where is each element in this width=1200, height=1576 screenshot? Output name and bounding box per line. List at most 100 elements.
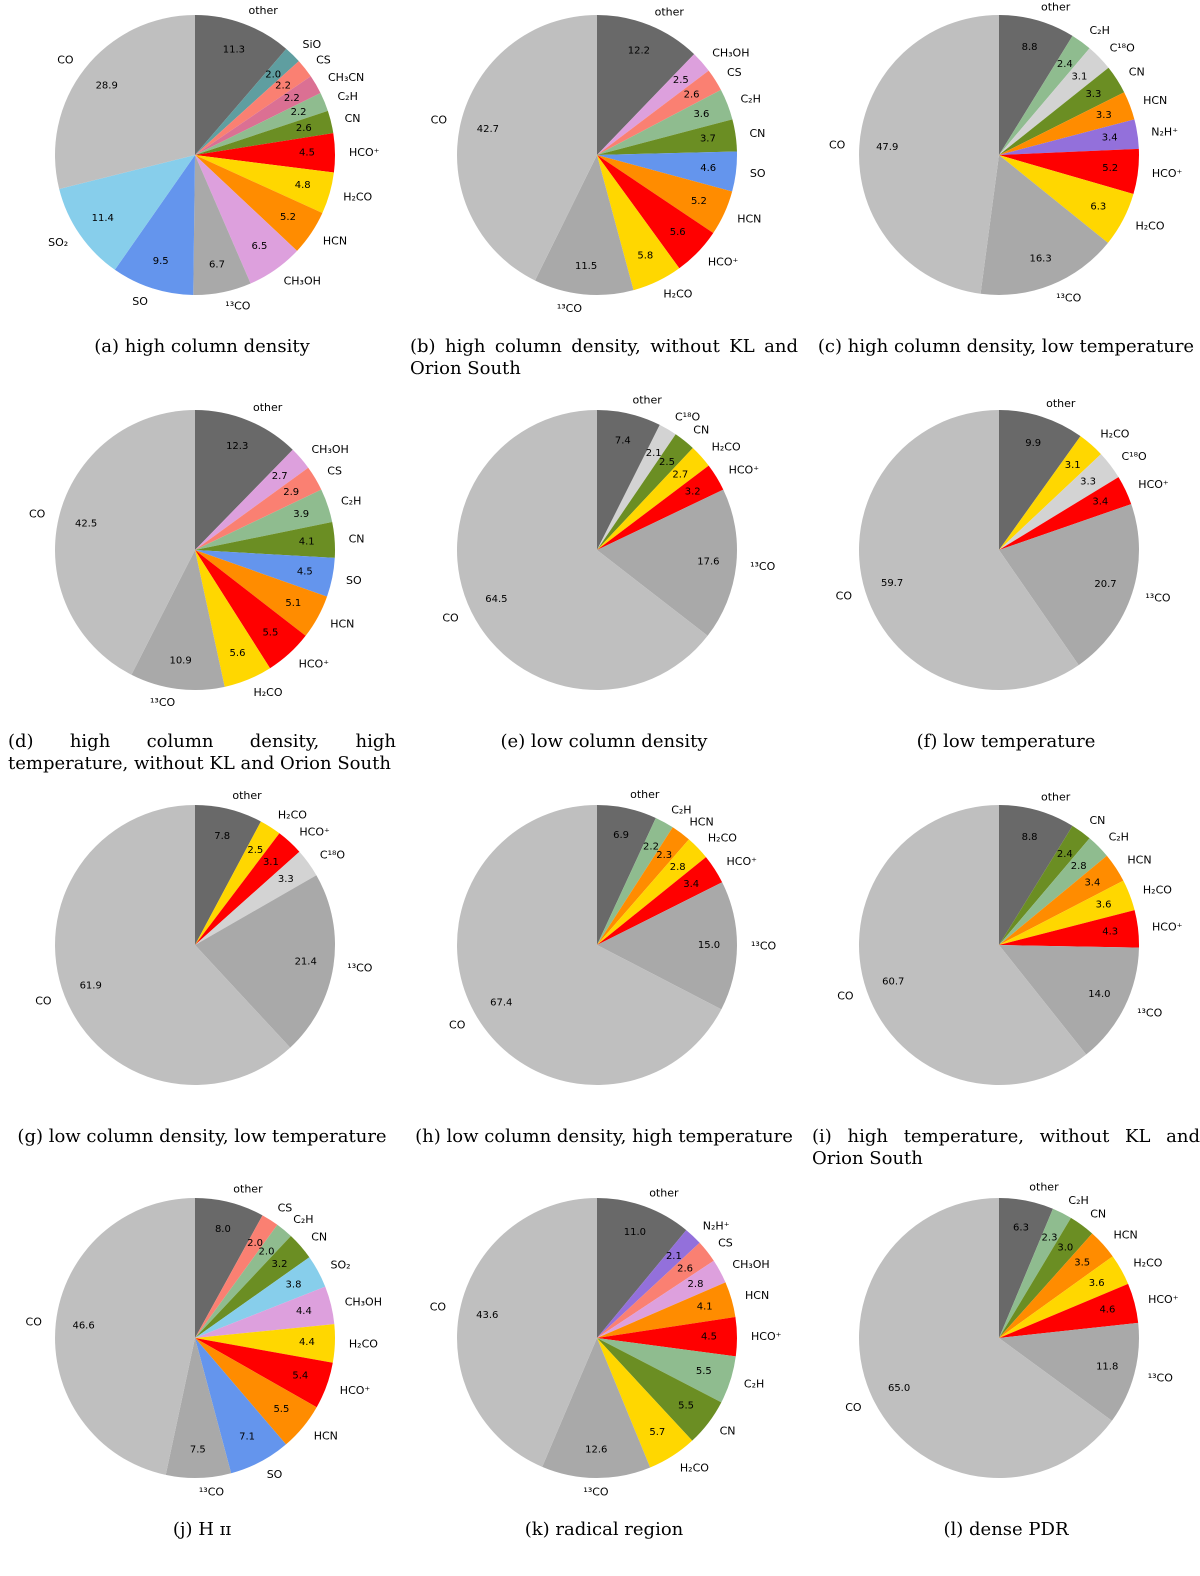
pie-panel-g: 7.8 other 2.5 H₂CO 3.1 HCO⁺ 3.3 C¹⁸O 21.4 ¹³CO 61.… — [0, 789, 400, 1183]
pie-slice-cs — [195, 61, 311, 155]
slice-name-label: CN — [720, 1425, 736, 1438]
slice-name-label: HCO⁺ — [727, 855, 758, 868]
slice-value-label: 4.5 — [299, 148, 315, 159]
slice-name-label: C¹⁸O — [320, 848, 346, 861]
pie-chart-e: 7.4 other 2.1 C¹⁸O 2.5 CN 2.7 H₂CO 3.2 HCO⁺ 17.6 ¹³… — [442, 394, 776, 690]
panel-caption: (c) high column density, low temperature — [817, 336, 1195, 357]
pie-slice-c2h — [195, 1224, 291, 1338]
pie-slice-h2co — [597, 155, 680, 291]
pie-panel-a: 11.3 other 2.0 SiO 2.2 CS 2.2 CH₃CN 2.2 C₂H 2.6 CN 4… — [0, 0, 400, 393]
slice-value-label: 2.9 — [283, 487, 299, 498]
slice-value-label: 4.1 — [697, 1302, 713, 1313]
slice-name-label: CH₃OH — [712, 46, 749, 59]
pie-slice-other — [597, 1198, 687, 1338]
slice-name-label: HCN — [330, 617, 354, 630]
slice-value-label: 3.5 — [1074, 1258, 1090, 1269]
slice-name-label: H₂CO — [1100, 428, 1129, 441]
slice-value-label: 2.7 — [672, 470, 688, 481]
pie-slice-cn — [597, 119, 737, 155]
slice-value-label: 11.3 — [223, 45, 245, 56]
pie-slice-cn — [999, 67, 1125, 155]
slice-name-label: N₂H⁺ — [703, 1220, 730, 1233]
slice-value-label: 4.6 — [700, 163, 716, 174]
pie-slice-13co — [597, 489, 737, 636]
slice-value-label: 8.8 — [1022, 832, 1038, 843]
slice-value-label: 2.6 — [296, 123, 312, 134]
slice-value-label: 5.1 — [285, 598, 301, 609]
slice-value-label: 3.1 — [263, 857, 279, 868]
pie-panel-f: 9.9 other 3.1 H₂CO 3.3 C¹⁸O 3.4 HCO⁺ 20.7 ¹³CO 59.… — [804, 395, 1200, 788]
slice-value-label: 2.6 — [677, 1263, 693, 1274]
slice-name-label: ¹³CO — [583, 1486, 609, 1499]
slice-name-label: CO — [837, 989, 854, 1002]
slice-name-label: H₂CO — [349, 1338, 378, 1351]
slice-name-label: CH₃OH — [312, 443, 349, 456]
slice-name-label: ¹³CO — [1137, 1007, 1163, 1020]
slice-name-label: other — [1046, 397, 1076, 410]
slice-value-label: 2.8 — [1071, 861, 1087, 872]
pie-slice-hco- — [999, 910, 1140, 948]
slice-value-label: 3.9 — [293, 509, 309, 520]
pie-chart-i: 8.8 other 2.4 CN 2.8 C₂H 3.4 HCN 3.6 H₂CO 4.3 HCO⁺ 1… — [837, 790, 1183, 1085]
pie-slice-co — [858, 410, 1079, 690]
slice-name-label: HCO⁺ — [299, 657, 330, 670]
slice-name-label: other — [649, 1187, 679, 1200]
pie-slice-h2co — [195, 550, 271, 687]
slice-name-label: C₂H — [741, 93, 761, 106]
slice-value-label: 43.6 — [476, 1310, 498, 1321]
slice-value-label: 7.5 — [190, 1445, 206, 1456]
pie-slice-cn — [597, 1338, 722, 1441]
slice-value-label: 47.9 — [876, 142, 898, 153]
slice-name-label: HCO⁺ — [299, 825, 330, 838]
slice-value-label: 7.1 — [239, 1432, 255, 1443]
pie-chart-k: 11.0 other 2.1 N₂H⁺ 2.6 CS 2.8 CH₃OH 4.1 HCN 4.5 HC… — [430, 1187, 782, 1499]
slice-name-label: CO — [449, 1019, 466, 1032]
pie-slice-other — [195, 15, 287, 155]
slice-name-label: C₂H — [1109, 830, 1129, 843]
slice-name-label: H₂CO — [712, 441, 741, 454]
panel-caption: (h) low column density, high temperature — [415, 1126, 793, 1147]
pie-slice-cn — [999, 825, 1090, 945]
slice-value-label: 3.6 — [693, 109, 709, 120]
pie-slice-ch3oh — [195, 1286, 335, 1338]
slice-name-label: other — [633, 394, 663, 407]
slice-name-label: C¹⁸O — [675, 411, 701, 424]
pie-slice-hco- — [195, 833, 300, 945]
slice-name-label: HCN — [737, 212, 761, 225]
pie-slice-13co — [999, 504, 1139, 666]
pie-slice-cn — [195, 1236, 310, 1338]
slice-name-label: C₂H — [744, 1378, 764, 1391]
slice-name-label: H₂CO — [343, 191, 372, 204]
slice-value-label: 5.5 — [696, 1366, 712, 1377]
pie-chart-j: 8.0 other 2.0 CS 2.0 C₂H 3.2 CN 3.8 SO₂ 4.4 CH₃OH 4.… — [26, 1182, 382, 1498]
slice-name-label: CS — [718, 1236, 733, 1249]
slice-value-label: 3.6 — [1089, 1278, 1105, 1289]
slice-value-label: 2.2 — [284, 93, 300, 104]
pie-slice-13co — [195, 875, 336, 1048]
slice-value-label: 5.6 — [670, 227, 686, 238]
slice-name-label: other — [655, 6, 685, 19]
slice-name-label: CN — [750, 127, 766, 140]
pie-slice-co — [457, 805, 722, 1085]
pie-slice-other — [999, 410, 1081, 550]
pie-slice-13co — [535, 155, 634, 295]
pie-chart-d: 12.3 other 2.7 CH₃OH 2.9 CS 3.9 C₂H 4.1 CN 4.5 SO 5.… — [29, 401, 365, 709]
slice-name-label: HCN — [1114, 1229, 1138, 1242]
slice-value-label: 14.0 — [1088, 989, 1110, 1000]
slice-value-label: 5.5 — [273, 1404, 289, 1415]
pie-panel-e: 7.4 other 2.1 C¹⁸O 2.5 CN 2.7 H₂CO 3.2 HCO⁺ 17.6 ¹³… — [402, 394, 802, 788]
pie-slice-other — [195, 1198, 263, 1338]
pie-slice-other — [999, 805, 1073, 945]
slice-value-label: 7.4 — [615, 436, 631, 447]
slice-name-label: other — [1041, 790, 1071, 803]
slice-value-label: 11.8 — [1096, 1362, 1118, 1373]
slice-name-label: HCN — [1143, 94, 1167, 107]
slice-name-label: CN — [693, 423, 709, 436]
slice-value-label: 9.9 — [1025, 438, 1041, 449]
pie-slice-c2h — [597, 1338, 736, 1403]
slice-name-label: C₂H — [1090, 24, 1110, 37]
slice-value-label: 2.0 — [265, 69, 281, 80]
slice-value-label: 7.8 — [214, 831, 230, 842]
slice-name-label: CN — [1090, 1207, 1106, 1220]
pie-slice-c18o — [195, 851, 317, 945]
